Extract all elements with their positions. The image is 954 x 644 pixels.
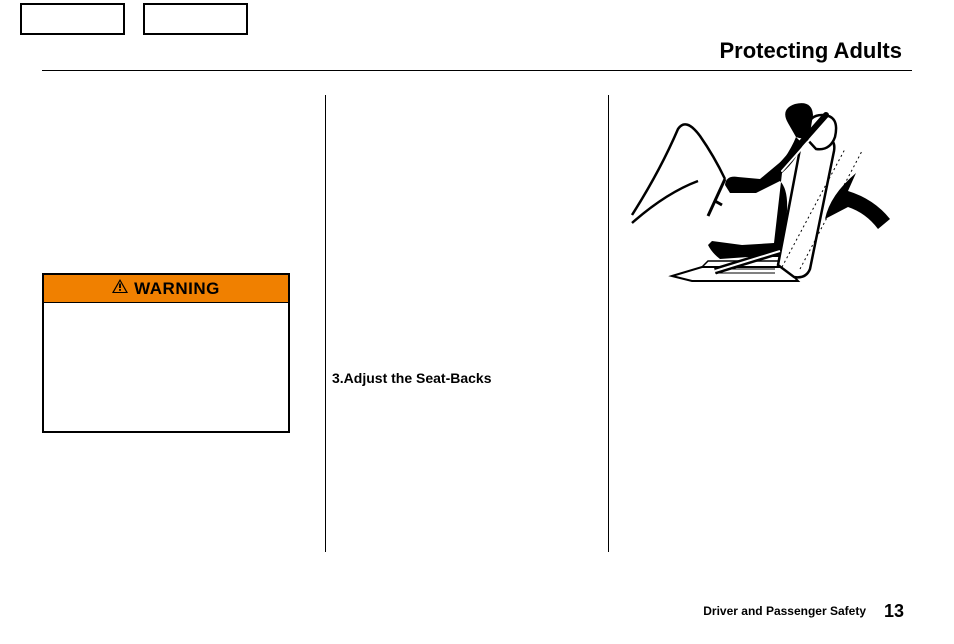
seat-back-illustration bbox=[630, 101, 905, 297]
warning-triangle-icon bbox=[112, 279, 128, 298]
page-title: Protecting Adults bbox=[719, 38, 902, 64]
top-buttons bbox=[20, 3, 248, 35]
column-right bbox=[622, 95, 912, 554]
warning-box: WARNING bbox=[42, 273, 290, 433]
warning-label: WARNING bbox=[134, 279, 220, 299]
column-middle: 3.Adjust the Seat-Backs bbox=[332, 95, 622, 554]
nav-button-2[interactable] bbox=[143, 3, 248, 35]
header-divider bbox=[42, 70, 912, 71]
nav-button-1[interactable] bbox=[20, 3, 125, 35]
content-area: WARNING 3.Adjust the Seat-Backs bbox=[42, 95, 912, 554]
warning-header: WARNING bbox=[44, 275, 288, 303]
column-left: WARNING bbox=[42, 95, 332, 554]
footer-section-label: Driver and Passenger Safety bbox=[703, 604, 866, 618]
section-heading: 3.Adjust the Seat-Backs bbox=[332, 370, 492, 386]
page-number: 13 bbox=[884, 601, 904, 622]
